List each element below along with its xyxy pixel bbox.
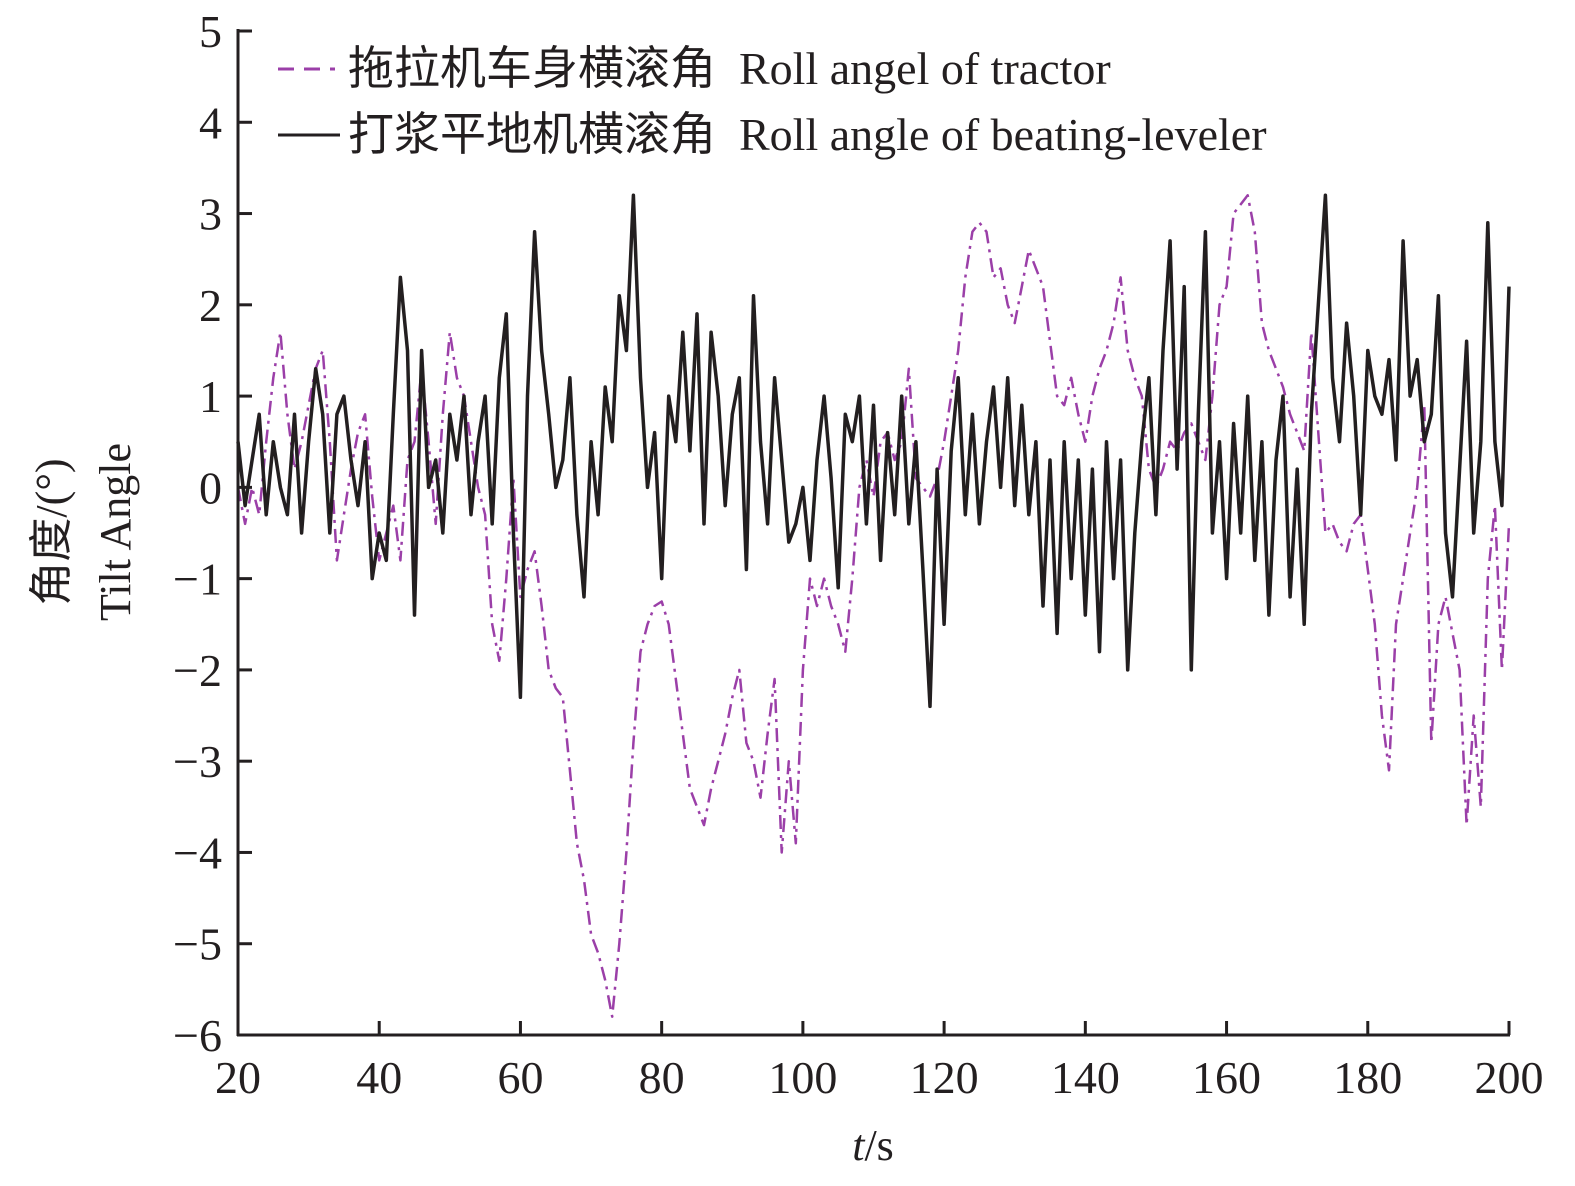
x-tick-label: 180 — [1333, 1052, 1402, 1103]
ticks-layer: 20 40 60 80 100 120 140 160 180 200 5 4 3 2 1 0 −1 −2 −3 −4… — [173, 6, 1543, 1103]
y-tick-label: 2 — [199, 280, 222, 331]
legend: 拖拉机车身横滚角 Roll angel of tractor 打浆平地机横滚角 … — [278, 43, 1267, 160]
x-tick-label: 140 — [1051, 1052, 1120, 1103]
y-tick-label: 4 — [199, 97, 222, 148]
y-tick-label: 3 — [199, 189, 222, 240]
y-axis-label-cn: 角度/(°) — [27, 458, 76, 605]
x-axis-label: t/s — [852, 1121, 894, 1170]
x-axis-label-var: t — [852, 1121, 866, 1170]
x-tick-label: 60 — [497, 1052, 543, 1103]
y-tick-label: −4 — [173, 827, 222, 878]
x-axis-label-unit: /s — [864, 1121, 893, 1170]
x-tick-label: 20 — [215, 1052, 261, 1103]
series-layer — [236, 193, 1511, 1018]
y-tick-label: 5 — [199, 6, 222, 57]
legend-label-tractor: 拖拉机车身横滚角 Roll angel of tractor — [348, 43, 1111, 94]
x-tick-label: 100 — [768, 1052, 837, 1103]
x-tick-label: 120 — [910, 1052, 979, 1103]
y-axis-label-en: Tilt Angle — [91, 443, 140, 621]
y-tick-label: −5 — [173, 919, 222, 970]
y-tick-label: −1 — [173, 554, 222, 605]
series-line-leveler — [236, 193, 1511, 709]
y-tick-label: 1 — [199, 371, 222, 422]
x-tick-label: 80 — [639, 1052, 685, 1103]
x-tick-label: 200 — [1475, 1052, 1544, 1103]
legend-label-leveler: 打浆平地机横滚角 Roll angle of beating-leveler — [348, 109, 1267, 160]
y-tick-label: −3 — [173, 736, 222, 787]
y-tick-label: −2 — [173, 645, 222, 696]
y-tick-label: −6 — [173, 1010, 222, 1061]
x-tick-label: 40 — [356, 1052, 402, 1103]
y-tick-label: 0 — [199, 462, 222, 513]
x-tick-label: 160 — [1192, 1052, 1261, 1103]
